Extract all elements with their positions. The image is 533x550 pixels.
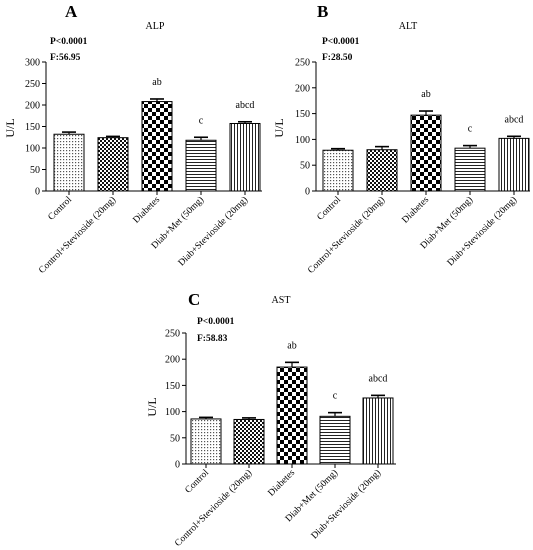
y-tick-label: 150 bbox=[295, 109, 310, 120]
significance-label: ab bbox=[287, 340, 296, 351]
x-tick-label: Control bbox=[47, 195, 75, 223]
significance-label: abcd bbox=[236, 100, 255, 111]
bar bbox=[366, 149, 398, 192]
bar bbox=[229, 122, 261, 192]
stat-p: P<0.0001 bbox=[322, 37, 360, 47]
significance-label: abcd bbox=[505, 114, 524, 125]
y-tick-label: 50 bbox=[170, 433, 180, 444]
y-tick-label: 300 bbox=[25, 58, 40, 69]
y-tick-label: 200 bbox=[25, 101, 40, 112]
bar bbox=[322, 149, 354, 192]
y-axis-label: U/L bbox=[272, 118, 286, 137]
x-tick-label: Diab+Stevioside (20mg) bbox=[309, 467, 383, 541]
significance-label: c bbox=[468, 124, 473, 135]
bar bbox=[276, 366, 308, 465]
stat-p: P<0.0001 bbox=[50, 37, 88, 47]
x-tick-label: Diabetes bbox=[401, 195, 432, 226]
y-tick-label: 200 bbox=[295, 83, 310, 94]
bar bbox=[498, 137, 530, 192]
x-tick-label: Diab+Stevioside (20mg) bbox=[445, 194, 519, 268]
chart-title: ALT bbox=[399, 21, 418, 32]
x-tick-label: Diabetes bbox=[267, 468, 298, 499]
bar bbox=[141, 101, 173, 192]
y-tick-label: 0 bbox=[305, 187, 310, 198]
bar bbox=[233, 418, 265, 465]
significance-label: ab bbox=[152, 77, 161, 88]
y-tick-label: 50 bbox=[30, 165, 40, 176]
y-tick-label: 200 bbox=[165, 355, 180, 366]
stat-f: F:28.50 bbox=[322, 53, 353, 63]
significance-label: c bbox=[333, 391, 338, 402]
panel-b: B ALT P<0.0001 F:28.50 U/L 0 50 100 150 200 2… bbox=[272, 2, 530, 276]
panel-c: C AST P<0.0001 F:58.83 U/L 0 50 100 150 200 2… bbox=[145, 290, 396, 549]
chart-title: AST bbox=[272, 295, 291, 306]
x-tick-label: Diabetes bbox=[132, 195, 163, 226]
panel-letter: B bbox=[317, 2, 328, 21]
y-tick-label: 250 bbox=[25, 79, 40, 90]
y-tick-label: 250 bbox=[165, 329, 180, 340]
x-tick-label: Control bbox=[184, 468, 212, 496]
y-tick-label: 250 bbox=[295, 58, 310, 69]
panel-a: A ALP P<0.0001 F:56.95 U/L 0 50 100 150 200 2… bbox=[3, 2, 262, 276]
significance-label: ab bbox=[421, 89, 430, 100]
y-axis-label: U/L bbox=[3, 118, 17, 137]
y-tick-label: 100 bbox=[165, 407, 180, 418]
y-tick-label: 0 bbox=[175, 460, 180, 471]
bar bbox=[185, 139, 217, 192]
stat-f: F:56.95 bbox=[50, 53, 81, 63]
y-tick-label: 50 bbox=[300, 161, 310, 172]
bar bbox=[190, 418, 222, 465]
bar bbox=[319, 415, 351, 465]
y-axis-label: U/L bbox=[145, 397, 159, 416]
bar bbox=[53, 133, 85, 192]
bar bbox=[410, 114, 442, 192]
x-tick-label: Diab+Stevioside (20mg) bbox=[176, 194, 250, 268]
bar bbox=[362, 397, 394, 465]
y-tick-label: 100 bbox=[25, 144, 40, 155]
significance-label: abcd bbox=[369, 373, 388, 384]
panel-letter: A bbox=[65, 2, 78, 21]
x-tick-label: Control+Stevioside (20mg) bbox=[306, 194, 388, 276]
bar bbox=[97, 137, 129, 192]
stat-p: P<0.0001 bbox=[197, 317, 235, 327]
x-tick-label: Control bbox=[316, 195, 344, 223]
panel-letter: C bbox=[188, 290, 200, 309]
bar bbox=[454, 147, 486, 192]
y-tick-label: 150 bbox=[165, 381, 180, 392]
x-tick-label: Control+Stevioside (20mg) bbox=[173, 467, 255, 549]
significance-label: c bbox=[199, 115, 204, 126]
y-tick-label: 100 bbox=[295, 135, 310, 146]
y-tick-label: 0 bbox=[35, 187, 40, 198]
chart-title: ALP bbox=[146, 21, 165, 32]
stat-f: F:58.83 bbox=[197, 334, 228, 344]
x-tick-label: Control+Stevioside (20mg) bbox=[37, 194, 119, 276]
y-tick-label: 150 bbox=[25, 122, 40, 133]
